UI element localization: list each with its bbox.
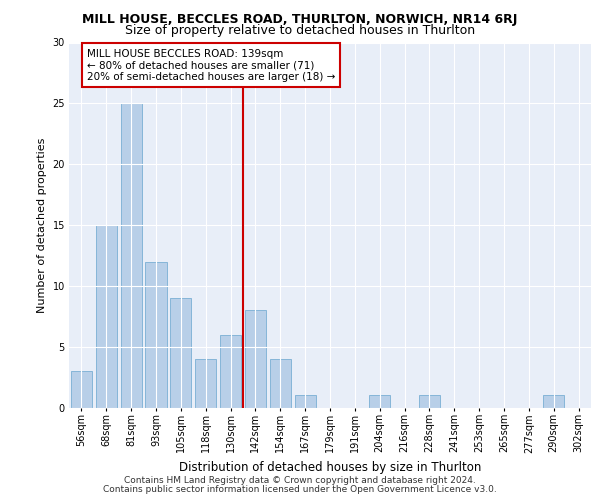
Bar [195,359,216,408]
Bar [71,371,92,408]
Bar [145,262,167,408]
Bar [419,396,440,407]
Bar [170,298,191,408]
Bar [369,396,390,407]
Bar [270,359,291,408]
X-axis label: Distribution of detached houses by size in Thurlton: Distribution of detached houses by size … [179,461,481,474]
Text: Contains HM Land Registry data © Crown copyright and database right 2024.: Contains HM Land Registry data © Crown c… [124,476,476,485]
Y-axis label: Number of detached properties: Number of detached properties [37,138,47,312]
Bar [295,396,316,407]
Bar [245,310,266,408]
Bar [96,225,117,408]
Text: Contains public sector information licensed under the Open Government Licence v3: Contains public sector information licen… [103,485,497,494]
Text: MILL HOUSE BECCLES ROAD: 139sqm
← 80% of detached houses are smaller (71)
20% of: MILL HOUSE BECCLES ROAD: 139sqm ← 80% of… [87,48,335,82]
Bar [543,396,564,407]
Text: Size of property relative to detached houses in Thurlton: Size of property relative to detached ho… [125,24,475,37]
Bar [220,334,241,407]
Text: MILL HOUSE, BECCLES ROAD, THURLTON, NORWICH, NR14 6RJ: MILL HOUSE, BECCLES ROAD, THURLTON, NORW… [82,12,518,26]
Bar [121,104,142,408]
